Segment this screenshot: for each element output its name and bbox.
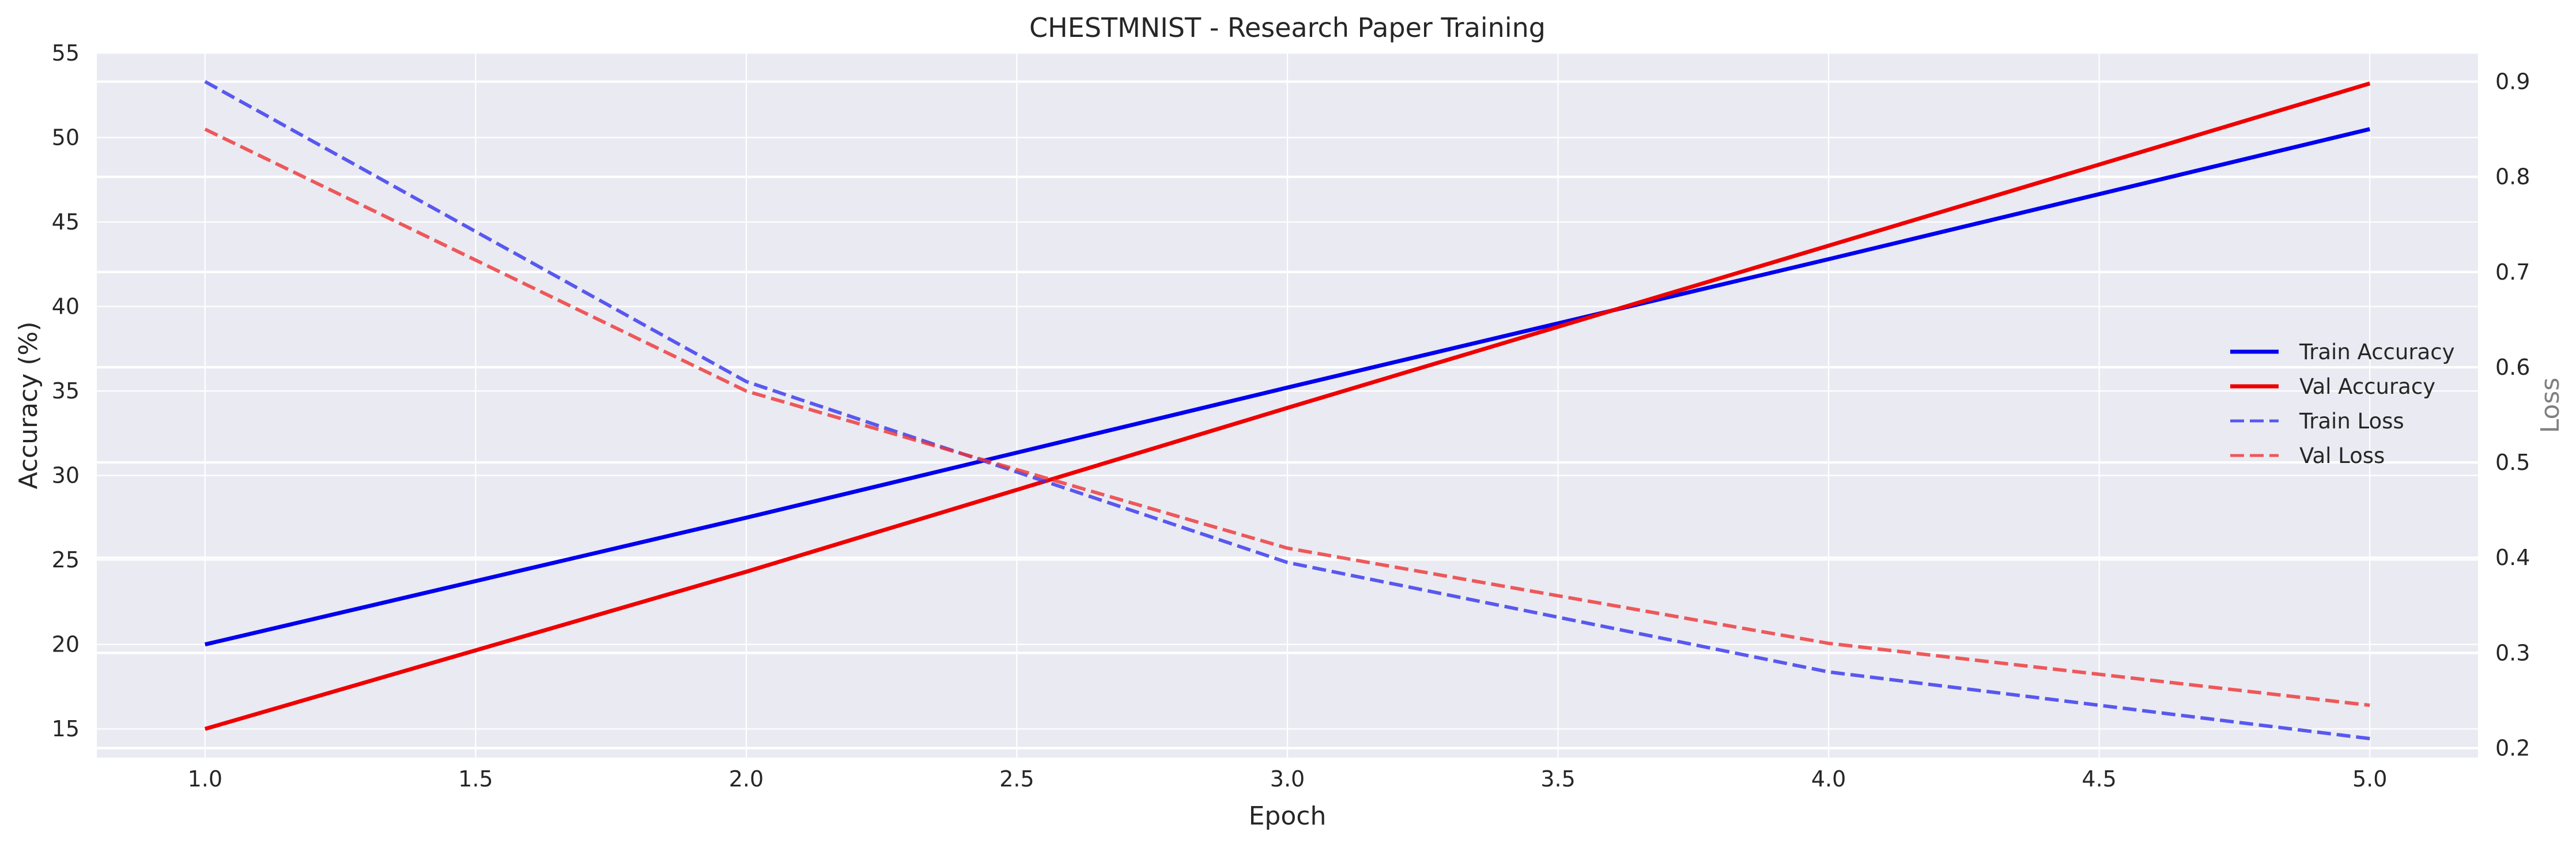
- grid: [97, 52, 2478, 758]
- x-tick-label: 1.5: [458, 766, 493, 792]
- y-tick-label: 50: [52, 125, 80, 150]
- y-tick-label: 20: [52, 632, 80, 657]
- y2-tick-label: 0.2: [2495, 735, 2530, 761]
- y-tick-label: 45: [52, 209, 80, 235]
- x-tick-label: 5.0: [2352, 766, 2387, 792]
- legend-label: Train Accuracy: [2299, 340, 2454, 364]
- series-line-train-accuracy: [205, 127, 2371, 647]
- y2-tick-label: 0.4: [2495, 545, 2530, 570]
- y-tick-label: 25: [52, 547, 80, 573]
- x-tick-label: 4.0: [1811, 766, 1846, 792]
- y2-tick-label: 0.7: [2495, 259, 2530, 285]
- y-tick-label: 55: [52, 40, 80, 66]
- y-tick-label: 35: [52, 378, 80, 404]
- x-tick-label: 2.0: [729, 766, 764, 792]
- y2-tick-label: 0.5: [2495, 450, 2530, 475]
- series-line-val-loss: [204, 127, 2370, 707]
- series-lines: [204, 80, 2371, 740]
- y-tick-label: 30: [52, 463, 80, 488]
- y2-tick-labels: 0.2 0.3 0.4 0.5 0.6 0.7 0.8 0.9: [2495, 69, 2530, 761]
- x-tick-labels: 1.0 1.5 2.0 2.5 3.0 3.5 4.0 4.5 5.0: [188, 766, 2388, 792]
- legend-label: Train Loss: [2299, 409, 2404, 434]
- y-tick-labels: 15 20 25 30 35 40 45 50 55: [52, 40, 80, 741]
- legend-label: Val Accuracy: [2299, 374, 2435, 399]
- y2-tick-label: 0.3: [2495, 640, 2530, 665]
- y-axis-label: Accuracy (%): [14, 321, 43, 489]
- x-tick-label: 1.0: [188, 766, 222, 792]
- y2-tick-label: 0.8: [2495, 164, 2530, 190]
- x-tick-label: 3.0: [1270, 766, 1305, 792]
- x-tick-label: 4.5: [2082, 766, 2116, 792]
- legend: Train Accuracy Val Accuracy Train Loss Val …: [2230, 340, 2454, 468]
- y-tick-label: 40: [52, 294, 80, 319]
- y2-tick-label: 0.6: [2495, 355, 2530, 380]
- series-line-train-loss: [204, 80, 2370, 740]
- chart-title: CHESTMNIST - Research Paper Training: [1029, 12, 1546, 43]
- y2-axis-label: Loss: [2536, 378, 2565, 434]
- legend-label: Val Loss: [2299, 443, 2385, 468]
- x-tick-label: 2.5: [999, 766, 1034, 792]
- x-axis-label: Epoch: [1249, 801, 1327, 831]
- series-line-val-accuracy: [204, 81, 2371, 731]
- x-tick-label: 3.5: [1540, 766, 1575, 792]
- y2-tick-label: 0.9: [2495, 69, 2530, 95]
- y-tick-label: 15: [52, 716, 80, 741]
